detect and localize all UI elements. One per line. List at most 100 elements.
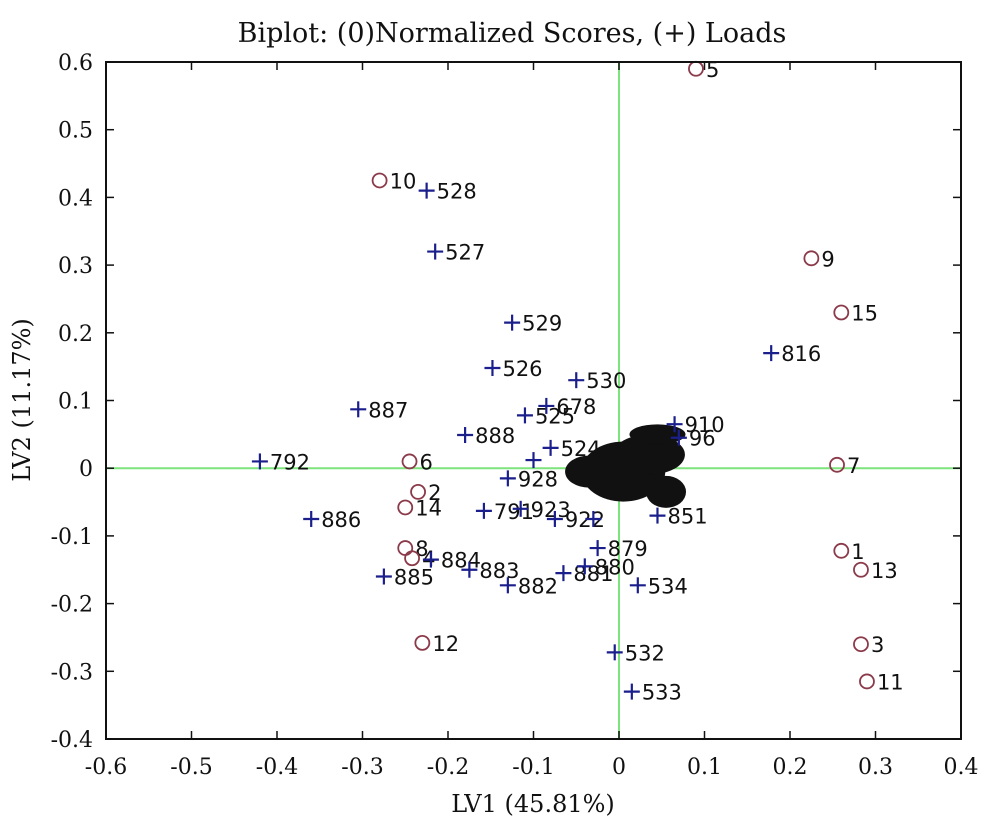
point-label: 880	[595, 555, 635, 579]
y-tick-label: 0.3	[58, 254, 93, 279]
point-label: 7	[847, 454, 860, 478]
y-tick-label: -0.3	[51, 660, 93, 685]
point-label: 96	[689, 427, 716, 451]
y-tick-label: 0.5	[58, 119, 93, 144]
point-label: 791	[494, 500, 534, 524]
score-point	[853, 636, 869, 653]
x-tick-label: 0	[612, 755, 626, 780]
x-tick-label: 0.2	[773, 755, 808, 780]
load-point	[763, 345, 780, 362]
y-tick-label: 0.6	[58, 51, 93, 76]
load-point	[629, 577, 646, 594]
x-tick-label: -0.4	[256, 755, 298, 780]
y-axis-label: LV2 (11.17%)	[8, 318, 36, 482]
load-point	[251, 453, 268, 470]
load-point	[418, 182, 435, 199]
load-point	[546, 510, 563, 527]
point-label: 910	[685, 413, 725, 437]
point-label: 15	[851, 301, 878, 325]
point-label: 883	[479, 559, 519, 583]
load-point	[504, 314, 521, 331]
point-label: 851	[667, 505, 707, 529]
x-tick-label: 0.4	[944, 755, 979, 780]
point-label: 9	[821, 247, 834, 271]
cluster-lobe	[646, 475, 687, 508]
point-label: 534	[648, 574, 688, 598]
y-tick-label: 0.4	[58, 186, 93, 211]
score-point	[833, 542, 850, 559]
point-label: 1	[851, 540, 864, 564]
dense-point-cluster	[565, 424, 687, 508]
load-point	[512, 500, 529, 517]
score-point	[829, 456, 845, 473]
point-label: 533	[642, 681, 682, 705]
load-point	[589, 540, 606, 557]
point-label: 5	[706, 58, 719, 82]
point-label: 530	[586, 369, 626, 393]
point-label: 532	[625, 641, 665, 665]
point-label: 10	[390, 169, 417, 193]
score-point	[371, 172, 388, 189]
load-point	[606, 644, 623, 661]
load-point	[499, 470, 516, 487]
x-tick-label: 0.3	[858, 755, 893, 780]
cluster-lobe	[565, 455, 614, 488]
load-point	[568, 372, 585, 389]
load-point	[375, 568, 392, 585]
x-tick-label: -0.5	[170, 755, 212, 780]
cluster-lobe	[629, 424, 686, 445]
score-point	[410, 483, 426, 500]
x-tick-label: -0.1	[512, 755, 554, 780]
load-point	[461, 561, 478, 578]
point-label: 527	[445, 241, 485, 265]
load-point	[670, 429, 687, 446]
point-label: 887	[368, 398, 408, 422]
load-point	[623, 683, 640, 700]
point-label: 879	[608, 537, 648, 561]
point-label: 678	[556, 395, 596, 419]
score-point	[404, 550, 420, 567]
load-point	[427, 243, 444, 260]
load-point	[525, 452, 542, 469]
x-tick-label: -0.2	[427, 755, 469, 780]
plot-background	[106, 62, 961, 739]
x-tick-label: 0.1	[687, 755, 722, 780]
load-point	[516, 407, 533, 424]
score-point	[853, 561, 869, 578]
point-label: 529	[522, 312, 562, 336]
axis-ticks: -0.6 -0.5 -0.4 -0.3 -0.2 -0.1 0 0.1 0.2 0.3 0.4 0.6…	[51, 51, 979, 780]
y-tick-label: 0.2	[58, 322, 93, 347]
chart-title: Biplot: (0)Normalized Scores, (+) Loads	[238, 18, 787, 49]
point-label: 792	[270, 450, 310, 474]
y-tick-label: -0.1	[51, 525, 93, 550]
y-tick-label: 0.1	[58, 390, 93, 415]
load-point	[499, 577, 516, 594]
load-point	[457, 427, 474, 444]
point-label: 886	[321, 508, 361, 532]
load-point	[350, 401, 367, 418]
load-point	[576, 558, 593, 575]
score-point	[414, 634, 431, 651]
point-label: 13	[871, 559, 898, 583]
score-point	[833, 304, 850, 321]
point-label: 885	[394, 566, 434, 590]
load-point	[538, 397, 555, 414]
score-point	[401, 453, 418, 470]
load-point	[475, 502, 492, 519]
x-tick-label: -0.3	[341, 755, 383, 780]
y-tick-label: -0.2	[51, 593, 93, 618]
load-point	[666, 416, 683, 433]
score-point	[803, 250, 820, 267]
point-label: 524	[561, 437, 601, 461]
reference-lines	[106, 62, 961, 739]
cluster-lobe	[612, 434, 685, 475]
y-tick-label: -0.4	[51, 728, 93, 753]
x-tick-label: -0.6	[85, 755, 127, 780]
point-label: 526	[502, 357, 542, 381]
point-label: 2	[428, 481, 441, 505]
point-label: 525	[535, 404, 575, 428]
load-point	[649, 507, 666, 524]
point-label: 12	[432, 632, 459, 656]
load-point	[555, 565, 572, 582]
